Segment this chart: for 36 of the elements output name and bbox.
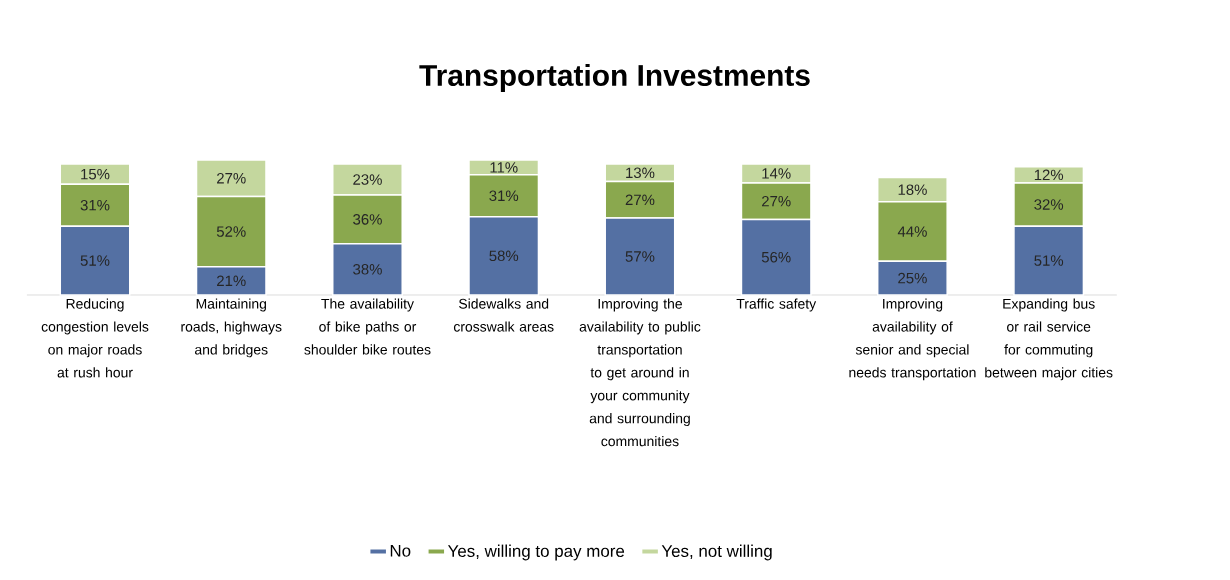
x-tick-label: Expanding bus or rail service for commuting between major cities: [985, 298, 1113, 381]
data-label: 14%: [762, 168, 791, 179]
data-label: 58%: [489, 250, 519, 262]
data-label: 51%: [1034, 255, 1064, 266]
data-label: 25%: [898, 272, 927, 284]
data-label: 57%: [625, 251, 655, 262]
x-tick-label: Maintaining roads, highways and bridges: [181, 298, 282, 358]
data-label: 32%: [1034, 199, 1064, 210]
data-label: 15%: [81, 168, 110, 180]
x-tick-label: Sidewalks and crosswalk areas: [453, 298, 554, 332]
data-label: 36%: [353, 214, 382, 225]
data-label: 21%: [217, 275, 246, 287]
data-label: 44%: [897, 226, 927, 237]
x-tick-label: Reducing congestion levels on major roads at rush hour: [41, 298, 149, 378]
data-label: 13%: [626, 167, 655, 179]
data-label: 12%: [1034, 169, 1064, 181]
data-label: 31%: [80, 199, 110, 211]
data-label: 52%: [216, 226, 246, 237]
data-label: 11%: [490, 162, 518, 173]
x-tick-label: Improving the availability to public transportation to get around in your community and surrounding communities: [579, 298, 701, 447]
x-tick-label: The availability of bike paths or shoulder bike routes: [304, 298, 431, 355]
data-label: 56%: [761, 251, 791, 263]
x-tick-label: Improving availability of senior and special needs transportation: [849, 298, 976, 381]
data-label: 18%: [898, 184, 927, 195]
data-label: 38%: [353, 264, 382, 275]
data-label: 23%: [353, 174, 382, 185]
data-label: 31%: [489, 190, 519, 202]
data-label: 27%: [625, 194, 655, 206]
legend-label: Yes, not willing: [661, 544, 772, 561]
legend-label: No: [390, 544, 411, 557]
chart-title: Transportation Investments: [419, 64, 810, 92]
data-label: 51%: [80, 255, 110, 266]
legend-label: Yes, willing to pay more: [447, 544, 625, 561]
x-tick-label: Traffic safety: [736, 298, 817, 312]
data-label: 27%: [217, 172, 246, 184]
data-label: 27%: [762, 195, 791, 207]
